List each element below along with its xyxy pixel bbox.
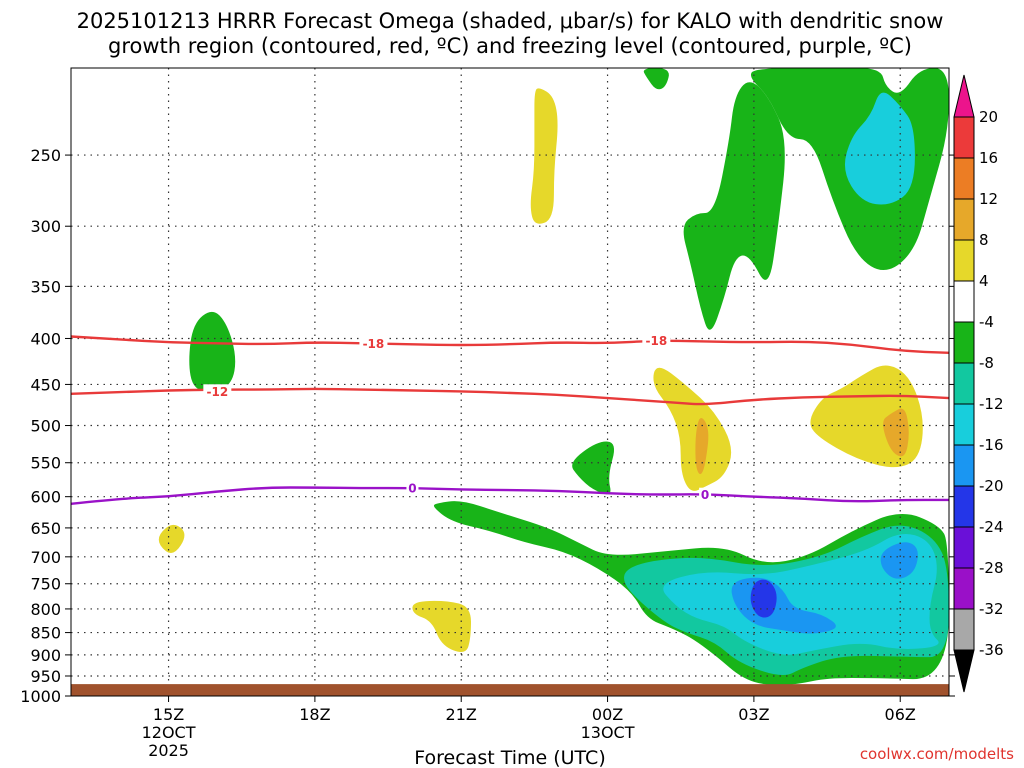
y-tick-label-1000: 1000 [20,687,61,706]
colorbar-label-12: 12 [979,190,998,208]
colorbar-segment-2 [953,526,975,569]
y-tick-label-600: 600 [30,488,61,507]
contour-label-0: -18 [363,337,385,351]
colorbar-segment-12 [953,116,975,159]
colorbar-label--28: -28 [979,559,1004,577]
colorbar-label-8: 8 [979,231,989,249]
x-tick-label-00Z: 00Z [592,705,623,724]
contour-label-bg-4 [699,487,712,502]
x-tick-date-15Z: 12OCT [142,723,196,742]
x-tick-date-00Z: 13OCT [581,723,635,742]
colorbar: -36 -32 -28 -24 -20 -16 -12 -8 -4 4 8 12 16 20 [953,74,1004,693]
y-tick-label-500: 500 [30,417,61,436]
colorbar-segment-8 [953,280,975,323]
colorbar-segment-7 [953,321,975,364]
omega-region-9 [883,408,909,457]
isotherm-2 [71,486,949,505]
y-tick-label-250: 250 [30,146,61,165]
colorbar-segment-11 [953,157,975,200]
contour-label-4: 0 [701,488,709,502]
colorbar-segment-10 [953,198,975,241]
contour-label-bg-3 [406,481,419,496]
y-axis: 250 300 350 400 450 500 550 600 650 700 750 800 850 9… [20,146,955,706]
y-tick-label-650: 650 [30,519,61,538]
y-tick-label-750: 750 [30,575,61,594]
colorbar-segment-0 [953,608,975,651]
colorbar-bottom-arrow [953,649,975,693]
x-tick-label-06Z: 06Z [885,705,916,724]
omega-region-4 [530,88,558,224]
colorbar-segment-9 [953,239,975,282]
omega-region-5 [189,311,236,392]
omega-region-7 [695,417,709,475]
colorbar-segment-4 [953,444,975,487]
x-tick-year-15Z: 2025 [148,741,189,760]
y-tick-label-300: 300 [30,217,61,236]
y-tick-label-450: 450 [30,375,61,394]
chart-title-line-2: growth region (contoured, red, ºC) and f… [108,34,912,58]
plot-frame [70,67,950,697]
omega-region-17 [158,524,185,554]
colorbar-segment-6 [953,362,975,405]
x-tick-label-03Z: 03Z [738,705,769,724]
omega-region-16 [750,579,777,618]
colorbar-label-16: 16 [979,149,998,167]
omega-shading [158,68,949,686]
contour-label-3: 0 [408,482,416,496]
colorbar-label--20: -20 [979,477,1004,495]
contour-label-bg-1 [642,333,671,348]
isotherm-1 [71,387,949,406]
colorbar-top-arrow [953,74,975,118]
y-tick-label-900: 900 [30,646,61,665]
y-tick-label-350: 350 [30,277,61,296]
y-tick-label-550: 550 [30,454,61,473]
x-axis-title: Forecast Time (UTC) [414,747,605,768]
omega-region-3 [844,92,915,205]
chart-title-line-1: 2025101213 HRRR Forecast Omega (shaded, … [77,9,944,33]
colorbar-label--12: -12 [979,395,1004,413]
omega-region-2 [643,68,669,90]
ground-fill [71,684,949,696]
y-tick-label-800: 800 [30,600,61,619]
contour-label-bg-2 [203,384,232,399]
colorbar-label--8: -8 [979,354,994,372]
contour-label-2: -12 [206,385,228,399]
omega-region-15 [880,542,918,579]
colorbar-label--16: -16 [979,436,1004,454]
y-tick-label-400: 400 [30,329,61,348]
isotherm-contours [71,335,949,505]
colorbar-label--24: -24 [979,518,1004,536]
omega-region-13 [663,533,939,655]
y-tick-label-700: 700 [30,548,61,567]
colorbar-label--32: -32 [979,600,1004,618]
x-tick-label-18Z: 18Z [299,705,330,724]
omega-region-6 [653,367,732,491]
colorbar-segment-1 [953,567,975,610]
omega-region-1 [683,82,785,330]
ground-surface [71,684,949,696]
isotherm-0 [71,335,949,354]
contour-label-1: -18 [645,334,667,348]
omega-region-18 [412,600,471,652]
x-tick-label-15Z: 15Z [153,705,184,724]
y-tick-label-950: 950 [30,667,61,686]
colorbar-label-4: 4 [979,272,989,290]
colorbar-label-20: 20 [979,108,998,126]
contour-label-bg-0 [359,336,388,351]
colorbar-label--4: -4 [979,313,994,331]
credit-text: coolwx.com/modelts [860,745,1014,763]
x-tick-label-21Z: 21Z [446,705,477,724]
contour-labels: -18 -18 -12 0 0 [203,333,712,502]
colorbar-segment-3 [953,485,975,528]
colorbar-label--36: -36 [979,641,1004,659]
omega-region-10 [572,441,615,495]
y-tick-label-850: 850 [30,624,61,643]
colorbar-segment-5 [953,403,975,446]
